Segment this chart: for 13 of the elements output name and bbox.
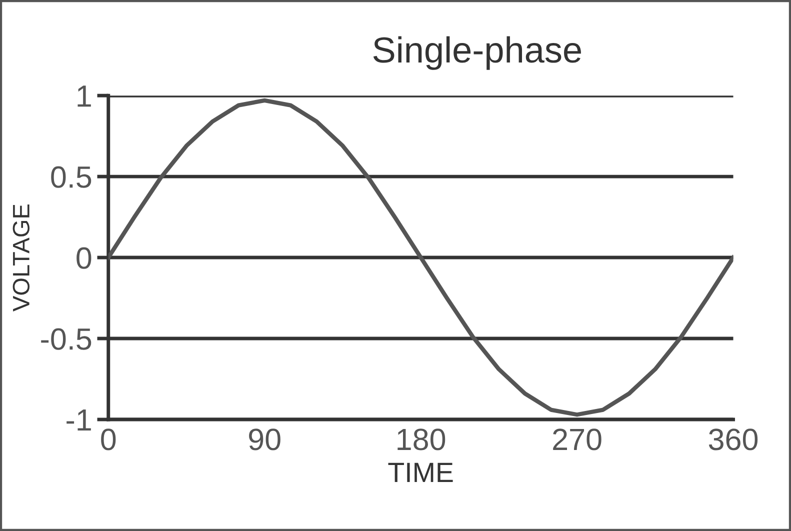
y-tick-label: -0.5 xyxy=(41,328,92,350)
y-tick-label: 0 xyxy=(76,247,92,269)
chart-title: Single-phase xyxy=(373,36,581,70)
y-tick-label: 0.5 xyxy=(51,166,92,188)
x-tick-label: 180 xyxy=(398,428,446,450)
y-axis-title: VOLTAGE xyxy=(12,204,30,312)
x-tick-label: 360 xyxy=(708,428,758,450)
x-tick-label: 90 xyxy=(249,428,280,450)
x-tick-label: 270 xyxy=(553,428,602,450)
x-tick-label: 0 xyxy=(101,428,116,450)
x-axis-title: TIME xyxy=(388,462,453,482)
y-tick-label: 1 xyxy=(78,86,91,107)
y-tick-label: -1 xyxy=(66,410,91,431)
